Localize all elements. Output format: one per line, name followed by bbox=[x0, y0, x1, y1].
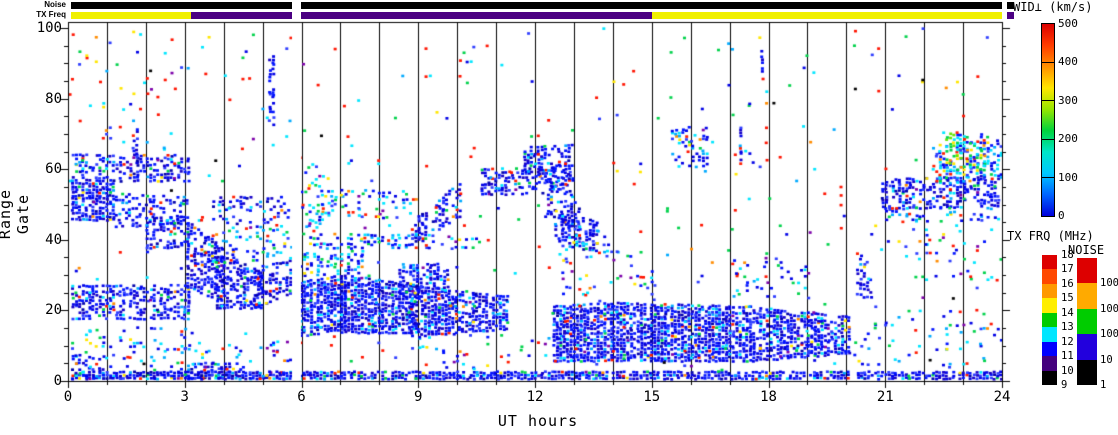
noise-colorbar-cell bbox=[1077, 258, 1097, 284]
wid-legend-title: WID⊥ (km/s) bbox=[1013, 0, 1093, 14]
x-tick-label: 6 bbox=[297, 389, 306, 405]
wid-colorbar bbox=[1041, 23, 1055, 217]
txfrq-colorbar-cell bbox=[1042, 341, 1057, 357]
noise-colorbar-tick-label: 10 bbox=[1100, 353, 1113, 366]
noise-colorbar-cell bbox=[1077, 283, 1097, 309]
txfrq-legend-title: TX FRQ (MHz) bbox=[1007, 229, 1094, 243]
y-tick-label: 40 bbox=[45, 231, 62, 248]
x-tick-label: 3 bbox=[180, 389, 189, 405]
txfrq-colorbar-cell bbox=[1042, 312, 1057, 328]
txfrq-colorbar-tick-label: 16 bbox=[1061, 277, 1074, 290]
y-tick-label: 100 bbox=[36, 20, 62, 36]
txfrq-colorbar-tick-label: 9 bbox=[1061, 379, 1068, 391]
txfrq-colorbar-tick-label: 10 bbox=[1061, 364, 1074, 377]
wid-colorbar-divider bbox=[1042, 100, 1054, 102]
noise-colorbar bbox=[1077, 258, 1097, 386]
txfrq-colorbar-tick-label: 15 bbox=[1061, 292, 1074, 305]
wid-colorbar-tick-label: 200 bbox=[1058, 132, 1078, 146]
noise-colorbar-tick-label: 100 bbox=[1100, 328, 1118, 341]
wid-colorbar-divider bbox=[1042, 61, 1054, 63]
x-tick-label: 12 bbox=[526, 389, 544, 405]
txfrq-colorbar-tick-label: 12 bbox=[1061, 335, 1074, 348]
txfrq-colorbar-tick-label: 13 bbox=[1061, 321, 1074, 334]
txfrq-colorbar-cell bbox=[1042, 283, 1057, 299]
y-tick-label: 80 bbox=[45, 90, 62, 107]
txfrq-colorbar-cell bbox=[1042, 298, 1057, 313]
x-axis-title: UT hours bbox=[497, 412, 579, 430]
x-tick-label: 24 bbox=[993, 389, 1011, 405]
y-tick-label: 20 bbox=[45, 302, 62, 319]
txfrq-colorbar-tick-label: 18 bbox=[1061, 249, 1074, 261]
y-tick-label: 60 bbox=[45, 161, 62, 178]
txfrq-colorbar-cell bbox=[1042, 269, 1057, 284]
txfrq-colorbar-tick-label: 17 bbox=[1061, 263, 1074, 276]
txfrq-colorbar bbox=[1042, 255, 1057, 385]
noise-colorbar-cell bbox=[1077, 308, 1097, 335]
txfrq-colorbar-cell bbox=[1042, 356, 1057, 371]
wid-colorbar-tick-label: 500 bbox=[1058, 17, 1078, 30]
wid-colorbar-divider bbox=[1042, 138, 1054, 140]
wid-colorbar-tick-label: 0 bbox=[1058, 209, 1065, 222]
wid-colorbar-tick-label: 100 bbox=[1058, 170, 1078, 184]
noise-colorbar-cell bbox=[1077, 334, 1097, 360]
x-tick-label: 15 bbox=[643, 389, 661, 405]
x-tick-label: 0 bbox=[63, 389, 73, 405]
txfrq-colorbar-cell bbox=[1042, 370, 1057, 385]
wid-colorbar-tick-label: 400 bbox=[1058, 55, 1078, 69]
y-axis-title: Range Gate bbox=[0, 188, 32, 240]
txfrq-colorbar-tick-label: 11 bbox=[1061, 350, 1074, 363]
wid-colorbar-divider bbox=[1042, 177, 1054, 179]
x-tick-label: 21 bbox=[876, 389, 894, 405]
wid-colorbar-tick-label: 300 bbox=[1058, 93, 1078, 107]
noise-colorbar-tick-label: 1 bbox=[1100, 379, 1107, 391]
txfrq-colorbar-tick-label: 14 bbox=[1061, 306, 1074, 319]
noise-colorbar-tick-label: 10000 bbox=[1100, 277, 1118, 290]
txfrq-colorbar-cell bbox=[1042, 255, 1057, 270]
noise-colorbar-cell bbox=[1077, 359, 1097, 386]
x-tick-label: 9 bbox=[414, 389, 423, 405]
noise-legend-title: NOISE bbox=[1068, 243, 1105, 257]
y-tick-label: 0 bbox=[53, 373, 62, 389]
x-tick-label: 18 bbox=[760, 389, 777, 405]
txfrq-colorbar-cell bbox=[1042, 327, 1057, 342]
